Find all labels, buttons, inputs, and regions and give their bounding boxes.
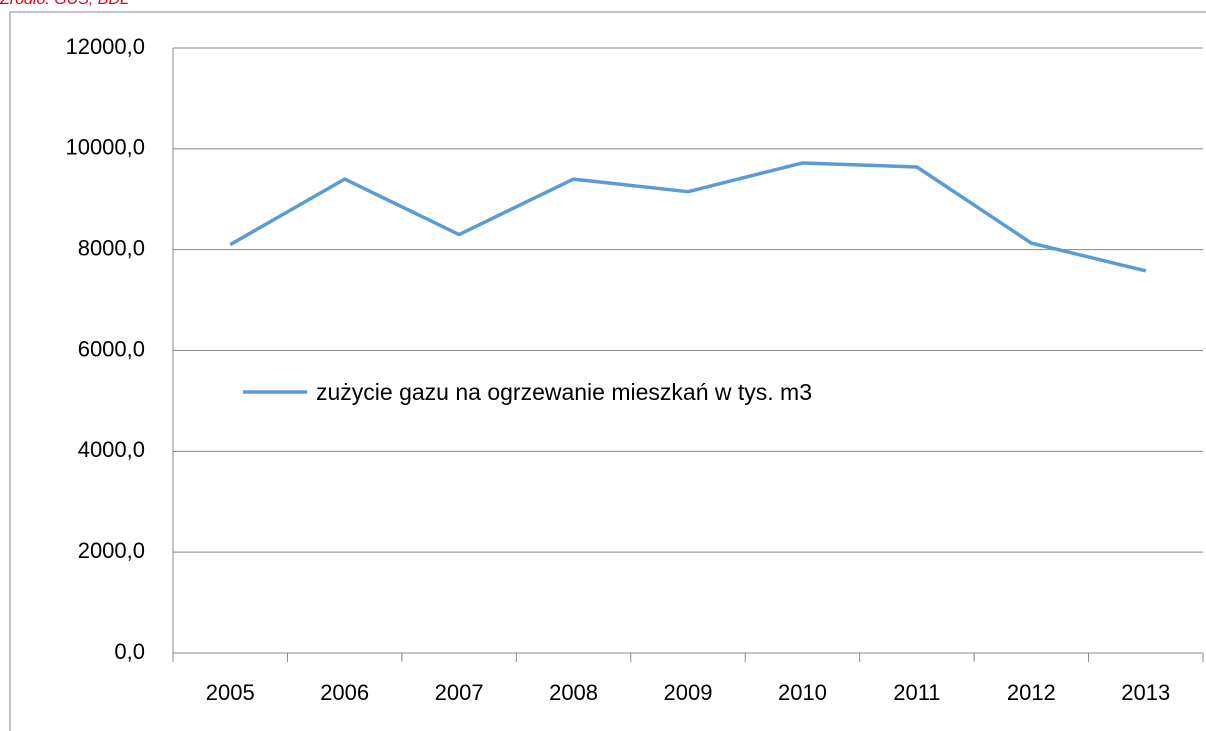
x-tick-label: 2011 bbox=[893, 680, 940, 705]
y-tick-label: 2000,0 bbox=[78, 538, 145, 563]
x-tick-label: 2007 bbox=[435, 680, 484, 705]
x-tick-label: 2010 bbox=[778, 680, 827, 705]
data-line bbox=[229, 161, 1147, 273]
legend-label: zużycie gazu na ogrzewanie mieszkań w ty… bbox=[316, 379, 812, 405]
x-tick-label: 2005 bbox=[206, 680, 255, 705]
source-note: Źródło: GUS, BDL bbox=[0, 0, 129, 9]
x-tick-label: 2009 bbox=[664, 680, 713, 705]
y-tick-label: 6000,0 bbox=[78, 336, 145, 361]
x-tick-label: 2013 bbox=[1121, 680, 1170, 705]
y-tick-label: 4000,0 bbox=[78, 437, 145, 462]
y-tick-label: 8000,0 bbox=[78, 235, 145, 260]
x-tick-label: 2008 bbox=[549, 680, 598, 705]
y-tick-label: 0,0 bbox=[114, 639, 145, 664]
y-tick-label: 12000,0 bbox=[65, 34, 145, 59]
x-tick-label: 2012 bbox=[1007, 680, 1056, 705]
y-tick-label: 10000,0 bbox=[65, 135, 145, 160]
x-tick-label: 2006 bbox=[320, 680, 369, 705]
